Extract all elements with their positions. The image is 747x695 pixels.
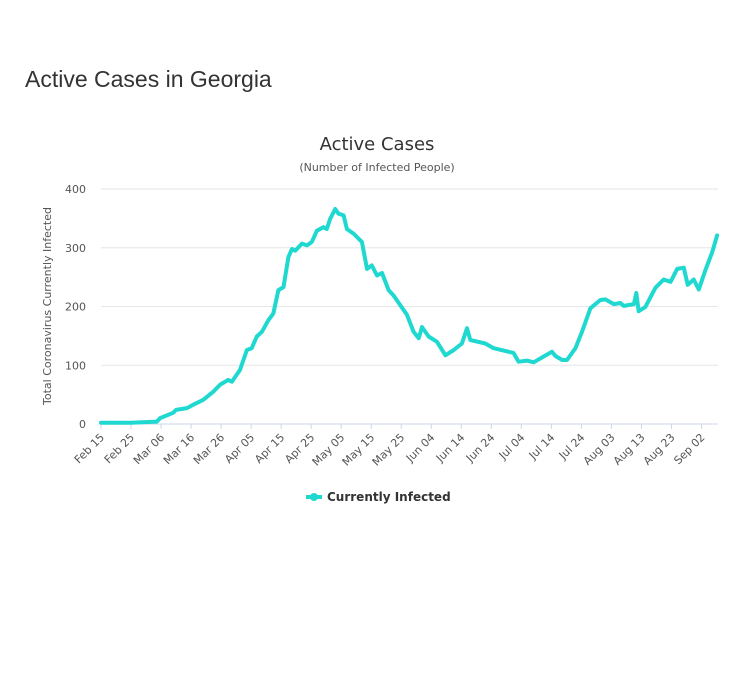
- x-tick-label: May 15: [340, 431, 378, 469]
- x-tick-label: Mar 26: [191, 431, 227, 467]
- x-tick-label: May 05: [310, 431, 348, 469]
- legend[interactable]: Currently Infected: [306, 490, 451, 504]
- page-title: Active Cases in Georgia: [25, 66, 272, 92]
- x-tick-label: Apr 05: [222, 431, 257, 466]
- chart-subtitle: (Number of Infected People): [299, 161, 454, 174]
- x-tick-label: Aug 03: [581, 431, 618, 468]
- y-tick-label: 200: [65, 301, 86, 314]
- x-tick-label: Jun 14: [433, 431, 467, 465]
- y-axis-label: Total Coronavirus Currently Infected: [41, 207, 54, 406]
- x-tick-label: Jul 14: [526, 431, 558, 463]
- x-tick-label: Jun 24: [463, 431, 497, 465]
- x-tick-label: Feb 15: [72, 431, 107, 466]
- x-tick-label: Sep 02: [671, 431, 707, 467]
- y-tick-label: 400: [65, 183, 86, 196]
- x-tick-label: May 25: [370, 431, 408, 469]
- x-tick-label: Mar 16: [161, 431, 197, 467]
- series-line-currently-infected: [99, 207, 720, 425]
- y-tick-label: 300: [65, 242, 86, 255]
- x-tick-label: Aug 13: [611, 431, 648, 468]
- legend-marker-icon: [310, 493, 318, 501]
- chart-title: Active Cases: [320, 134, 435, 155]
- x-tick-label: Aug 23: [641, 431, 678, 468]
- legend-label[interactable]: Currently Infected: [327, 490, 451, 504]
- y-tick-label: 100: [65, 359, 86, 372]
- x-tick-label: Feb 25: [102, 431, 137, 466]
- x-tick-label: Mar 06: [131, 431, 167, 467]
- x-tick-label: Apr 15: [252, 431, 287, 466]
- x-tick-label: Jul 04: [496, 431, 528, 463]
- x-tick-label: Jun 04: [403, 431, 437, 465]
- y-tick-label: 0: [79, 418, 86, 431]
